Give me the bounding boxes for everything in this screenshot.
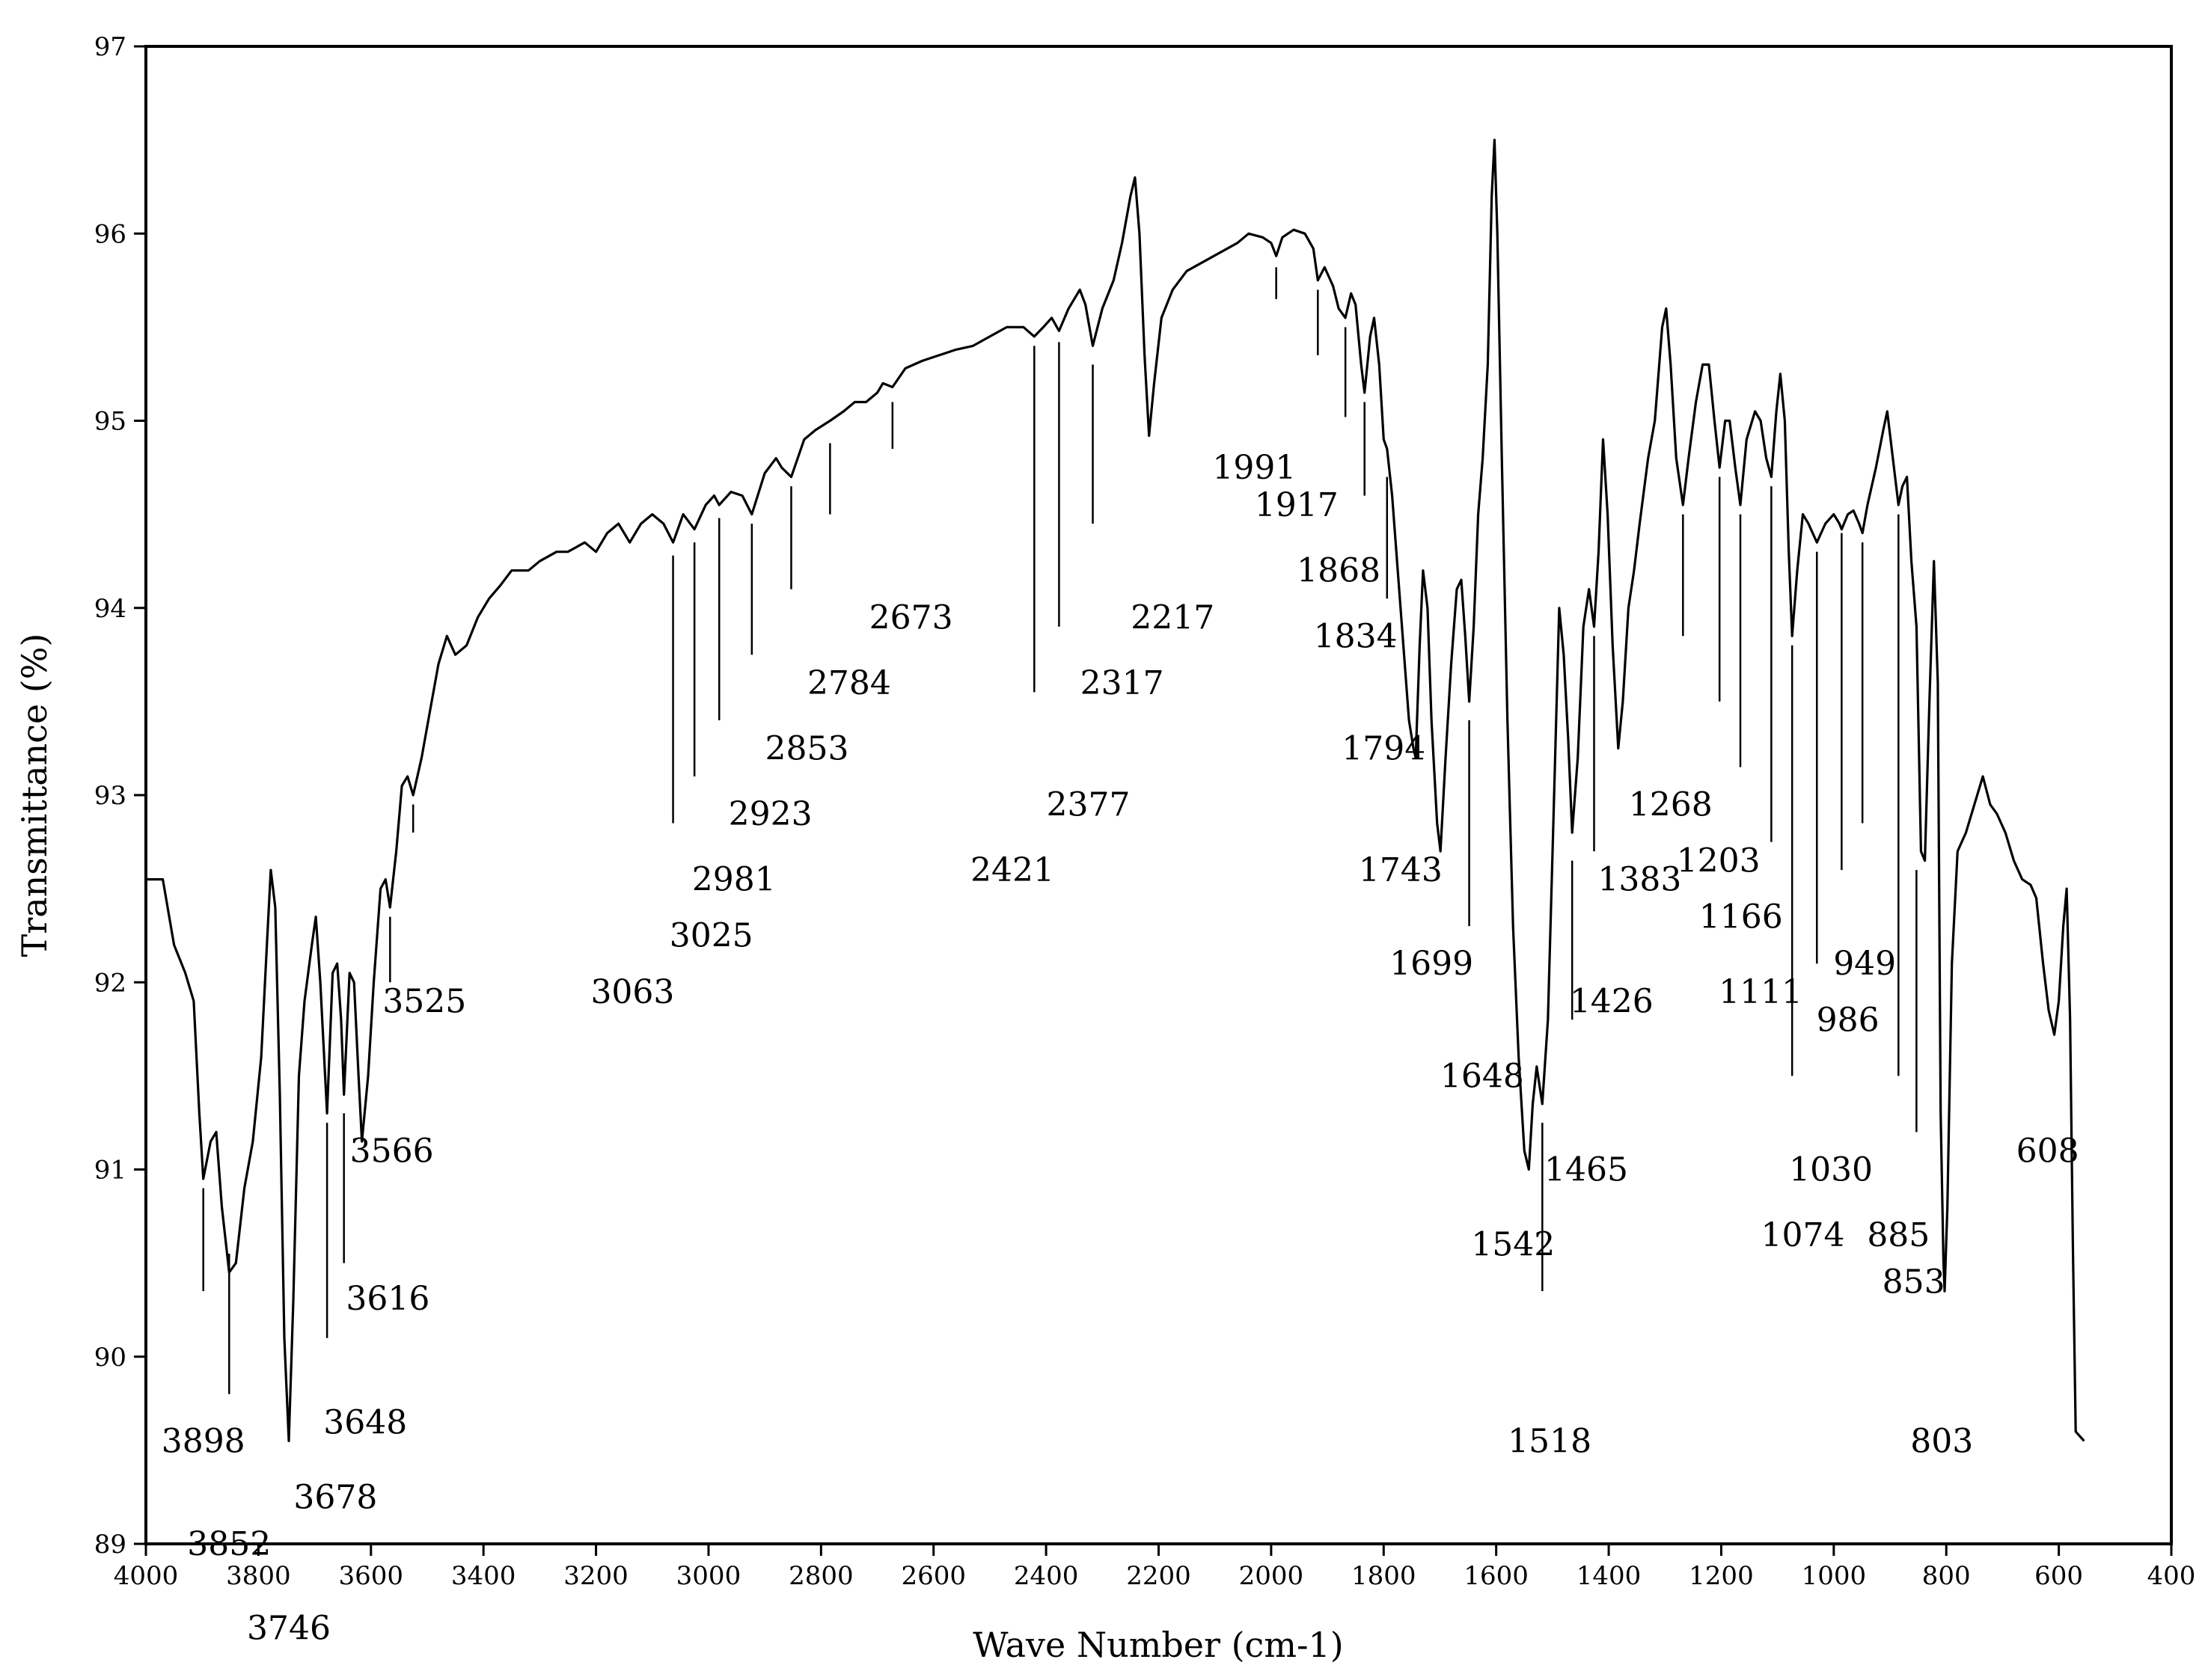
peak-label-1542: 1542 xyxy=(1471,1226,1555,1264)
peak-label-1518: 1518 xyxy=(1508,1422,1591,1460)
y-tick-label: 89 xyxy=(94,1530,126,1560)
peak-label-2317: 2317 xyxy=(1080,664,1164,702)
y-axis-title: Transmittance (%) xyxy=(14,634,55,957)
x-tick-label: 2200 xyxy=(1126,1561,1191,1591)
peak-label-803: 803 xyxy=(1910,1422,1973,1460)
peak-label-1465: 1465 xyxy=(1544,1151,1628,1189)
y-tick-label: 94 xyxy=(94,594,126,624)
peak-label-1111: 1111 xyxy=(1719,973,1802,1011)
x-tick-label: 1800 xyxy=(1351,1561,1416,1591)
peak-label-1268: 1268 xyxy=(1629,786,1713,824)
x-tick-label: 400 xyxy=(2147,1561,2196,1591)
x-tick-label: 2000 xyxy=(1239,1561,1304,1591)
y-tick-label: 92 xyxy=(94,968,126,998)
y-tick-label: 91 xyxy=(94,1156,126,1186)
peak-label-1794: 1794 xyxy=(1342,729,1425,767)
y-tick-label: 90 xyxy=(94,1343,126,1373)
x-tick-label: 1600 xyxy=(1464,1561,1529,1591)
peak-label-1699: 1699 xyxy=(1389,945,1473,983)
x-tick-label: 1200 xyxy=(1689,1561,1754,1591)
peak-label-1648: 1648 xyxy=(1440,1057,1524,1095)
x-tick-label: 3000 xyxy=(676,1561,741,1591)
x-axis-title: Wave Number (cm-1) xyxy=(973,1625,1343,1665)
peak-label-1030: 1030 xyxy=(1789,1151,1873,1189)
peak-label-3616: 3616 xyxy=(346,1280,429,1318)
x-tick-label: 2600 xyxy=(901,1561,966,1591)
peak-label-885: 885 xyxy=(1867,1216,1930,1254)
peak-label-2377: 2377 xyxy=(1047,786,1131,824)
peak-label-608: 608 xyxy=(2016,1132,2079,1170)
peak-labels: 3898 3852 3746 3678 3648 3616 3566 3525 3063 3025… xyxy=(162,449,2079,1648)
peak-label-1426: 1426 xyxy=(1570,982,1654,1020)
peak-label-1868: 1868 xyxy=(1297,552,1380,590)
x-tick-label: 4000 xyxy=(114,1561,179,1591)
peak-label-3648: 3648 xyxy=(323,1403,407,1441)
peak-label-3898: 3898 xyxy=(162,1422,245,1460)
x-tick-label: 3600 xyxy=(339,1561,404,1591)
peak-label-1203: 1203 xyxy=(1677,842,1761,880)
x-tick-label: 1000 xyxy=(1802,1561,1867,1591)
peak-label-1166: 1166 xyxy=(1699,898,1783,936)
peak-label-1743: 1743 xyxy=(1359,851,1443,889)
peak-label-2784: 2784 xyxy=(807,664,891,702)
peak-label-2421: 2421 xyxy=(970,851,1054,889)
peak-label-3525: 3525 xyxy=(382,982,466,1020)
peak-label-986: 986 xyxy=(1817,1001,1880,1039)
peak-label-853: 853 xyxy=(1883,1263,1945,1302)
y-tick-label: 93 xyxy=(94,781,126,811)
peak-label-1917: 1917 xyxy=(1255,486,1339,524)
peak-label-1834: 1834 xyxy=(1314,617,1398,655)
peak-label-3678: 3678 xyxy=(293,1478,377,1516)
x-tick-label: 3800 xyxy=(226,1561,291,1591)
x-tick-label: 1400 xyxy=(1576,1561,1642,1591)
peak-label-3566: 3566 xyxy=(350,1132,434,1170)
peak-label-1074: 1074 xyxy=(1761,1216,1844,1254)
peak-label-2217: 2217 xyxy=(1131,598,1214,637)
y-axis-ticks: 89 90 91 92 93 94 95 96 97 xyxy=(94,32,146,1560)
y-tick-label: 95 xyxy=(94,407,126,437)
peak-label-2923: 2923 xyxy=(729,795,813,833)
peak-label-2853: 2853 xyxy=(765,729,849,767)
y-tick-label: 96 xyxy=(94,219,126,249)
peak-label-2673: 2673 xyxy=(869,598,953,637)
x-tick-label: 2400 xyxy=(1014,1561,1079,1591)
x-tick-label: 2800 xyxy=(789,1561,854,1591)
peak-label-1383: 1383 xyxy=(1597,861,1681,899)
peak-label-2981: 2981 xyxy=(692,861,776,899)
peak-label-3746: 3746 xyxy=(247,1610,331,1648)
peak-markers xyxy=(202,267,1918,1394)
x-tick-label: 800 xyxy=(1922,1561,1971,1591)
peak-label-3852: 3852 xyxy=(187,1525,271,1563)
x-tick-label: 3400 xyxy=(451,1561,516,1591)
spectrum-line xyxy=(146,138,2085,1442)
peak-label-949: 949 xyxy=(1833,945,1896,983)
x-tick-label: 600 xyxy=(2034,1561,2083,1591)
plot-frame xyxy=(144,45,2173,1545)
x-tick-label: 3200 xyxy=(563,1561,629,1591)
y-tick-label: 97 xyxy=(94,32,126,62)
peak-label-1991: 1991 xyxy=(1212,449,1296,487)
peak-label-3025: 3025 xyxy=(670,917,753,955)
x-axis-ticks: 4000 3800 3600 3400 3200 3000 2800 2600 2400 2200… xyxy=(114,1544,2196,1591)
peak-label-3063: 3063 xyxy=(590,973,674,1011)
